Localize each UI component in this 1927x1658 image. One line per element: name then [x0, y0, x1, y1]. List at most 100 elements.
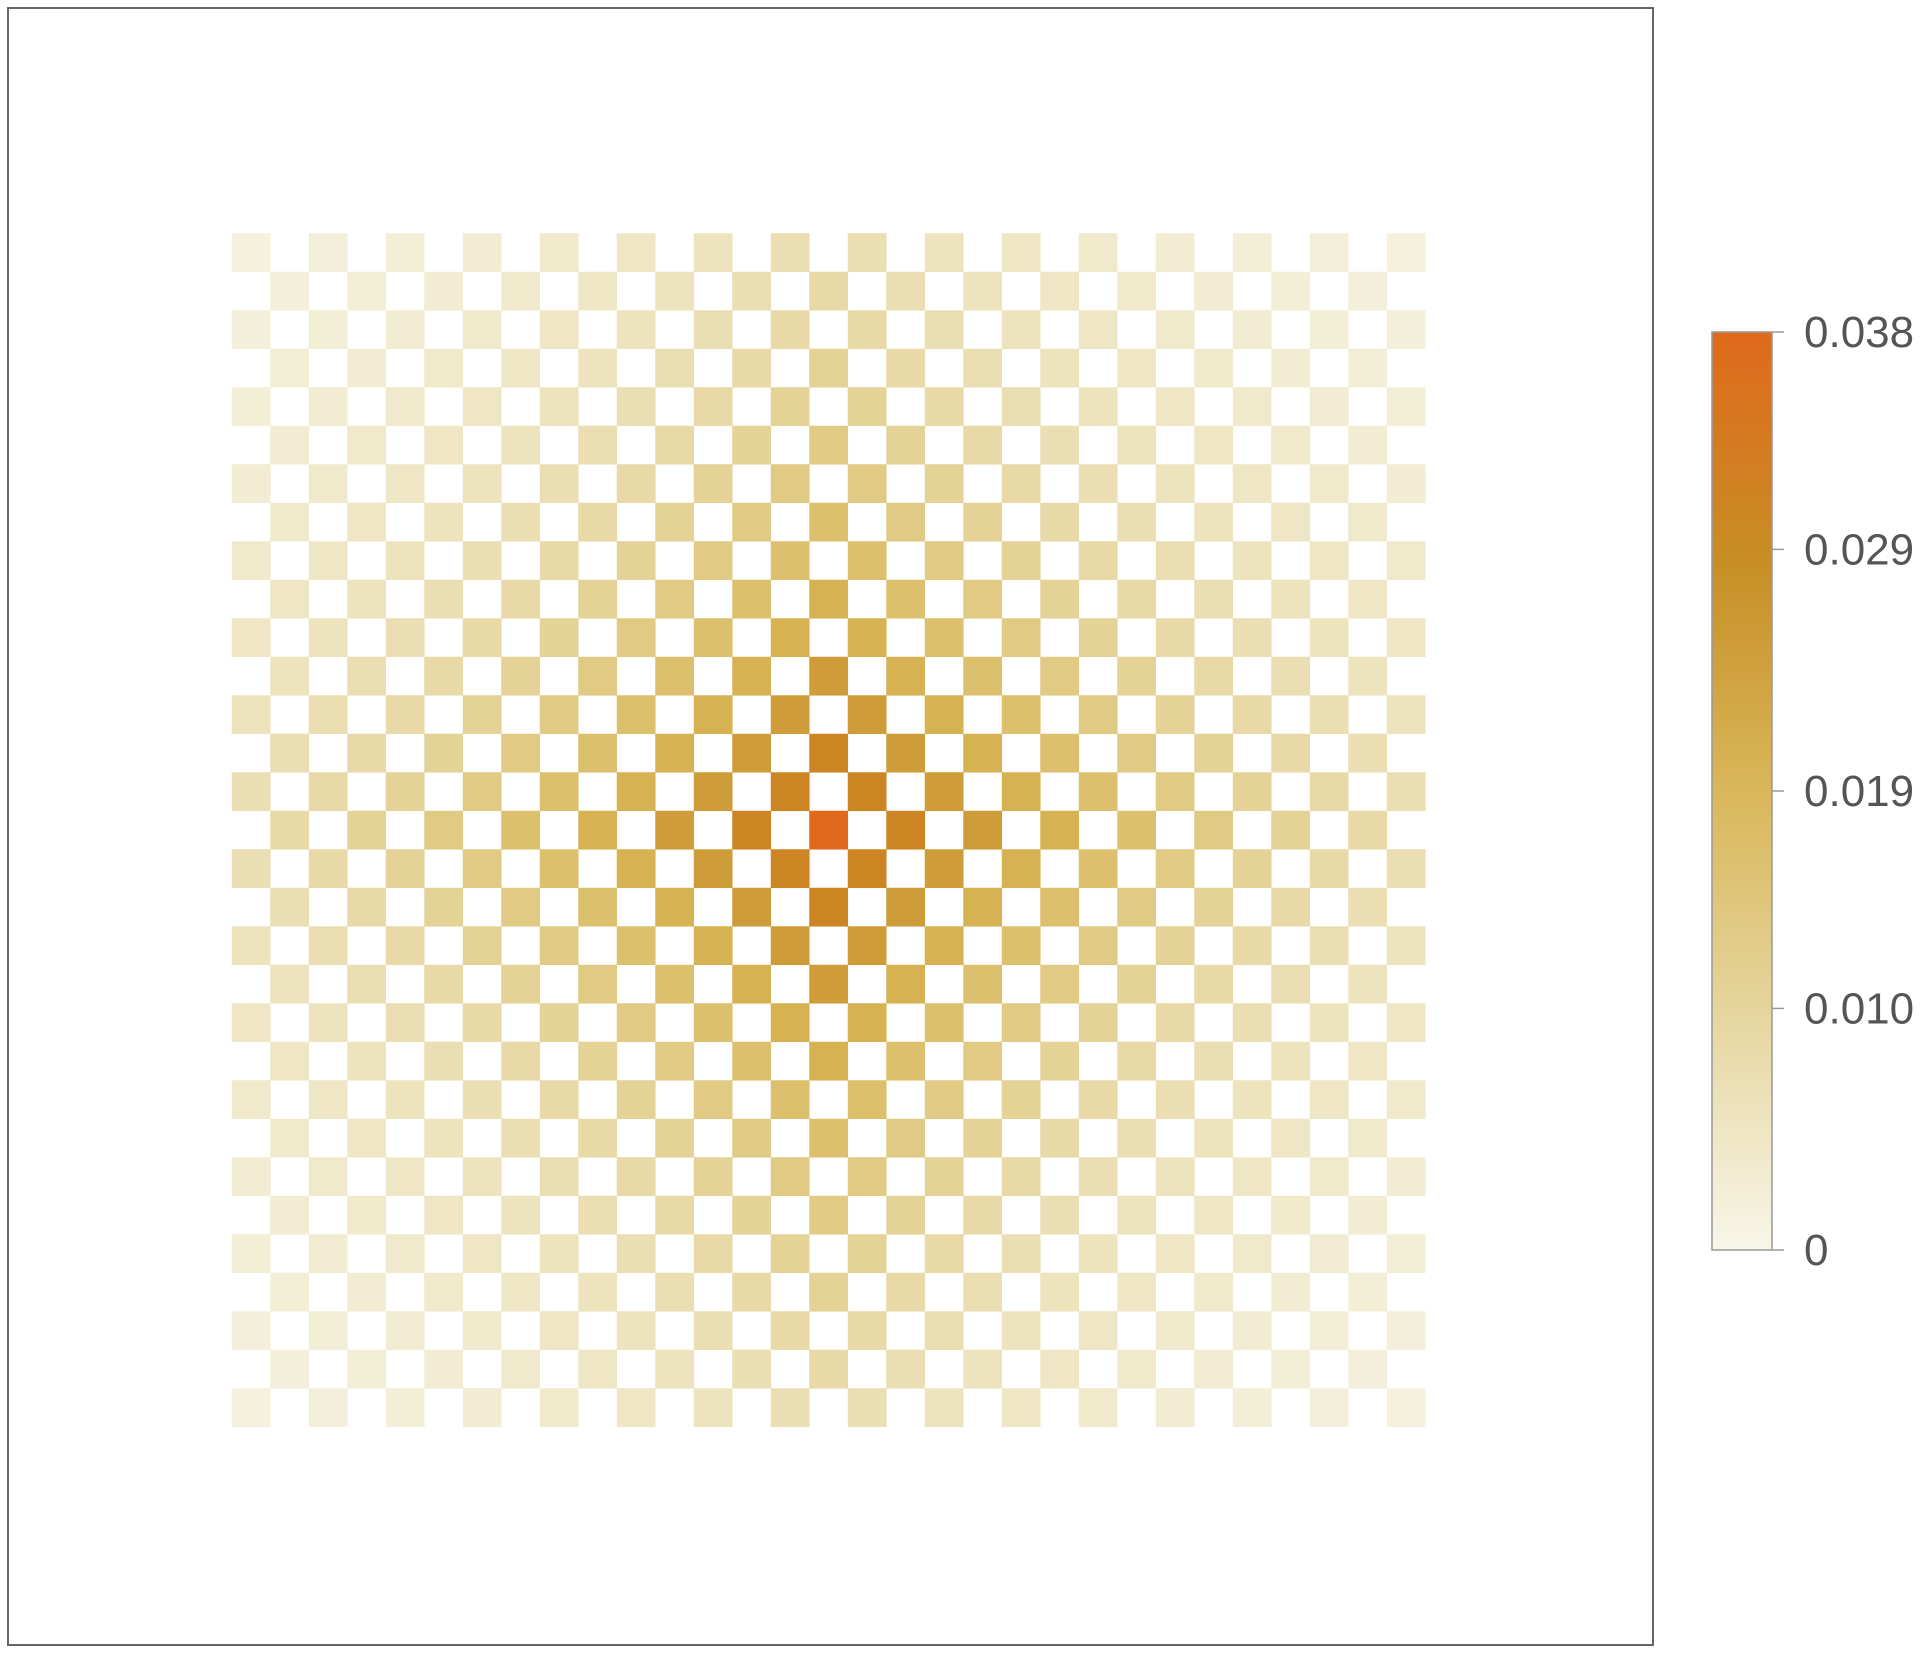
heatmap-cell: [501, 964, 541, 1004]
heatmap-cell: [1309, 926, 1349, 966]
heatmap-cell: [616, 618, 656, 658]
heatmap-cell: [1155, 1234, 1195, 1274]
colorbar-gradient: [1711, 331, 1773, 1251]
heatmap-cell: [231, 310, 271, 350]
heatmap-cell: [347, 656, 387, 696]
heatmap-cell: [732, 1349, 772, 1389]
heatmap-cell: [501, 810, 541, 850]
heatmap-cell: [886, 1349, 926, 1389]
heatmap-cell: [347, 1195, 387, 1235]
heatmap-cell: [809, 733, 849, 773]
heatmap-cell: [462, 849, 502, 889]
heatmap-cell: [385, 541, 425, 581]
heatmap-cell: [1078, 695, 1118, 735]
heatmap-cell: [1271, 1118, 1311, 1158]
heatmap-cell: [1232, 1234, 1272, 1274]
heatmap-cell: [424, 964, 464, 1004]
heatmap-cell: [693, 695, 733, 735]
heatmap-cell: [1001, 233, 1041, 273]
heatmap-cell: [270, 1118, 310, 1158]
heatmap-cell: [501, 271, 541, 311]
heatmap-cell: [1078, 1157, 1118, 1197]
heatmap-cell: [1386, 1234, 1426, 1274]
heatmap-cell: [1386, 464, 1426, 504]
heatmap-cell: [924, 772, 964, 812]
heatmap-cell: [847, 233, 887, 273]
heatmap-cell: [385, 464, 425, 504]
heatmap-cell: [1271, 733, 1311, 773]
heatmap-cell: [1386, 233, 1426, 273]
heatmap-cell: [963, 348, 1003, 388]
heatmap-cell: [1348, 810, 1388, 850]
heatmap-cell: [655, 1118, 695, 1158]
heatmap-cell: [231, 618, 271, 658]
heatmap-cell: [424, 1272, 464, 1312]
heatmap-cell: [1386, 1003, 1426, 1043]
heatmap-cell: [1001, 1157, 1041, 1197]
heatmap-cell: [1386, 926, 1426, 966]
colorbar-tick-label: 0.029: [1804, 525, 1914, 574]
heatmap-cell: [539, 541, 579, 581]
heatmap-cell: [501, 1041, 541, 1081]
colorbar-tick-label: 0.038: [1804, 308, 1914, 357]
heatmap-cell: [847, 464, 887, 504]
heatmap-cell: [1348, 1272, 1388, 1312]
heatmap-cell: [770, 541, 810, 581]
heatmap-cell: [809, 1041, 849, 1081]
heatmap-cell: [1001, 1080, 1041, 1120]
heatmap-cell: [1117, 1195, 1157, 1235]
heatmap-cell: [462, 695, 502, 735]
heatmap-cell: [1386, 772, 1426, 812]
heatmap-cell: [578, 656, 618, 696]
heatmap-cell: [1001, 1311, 1041, 1351]
heatmap-cell: [1232, 541, 1272, 581]
heatmap-cell: [1194, 348, 1234, 388]
heatmap-cell: [963, 579, 1003, 619]
heatmap-cell: [462, 772, 502, 812]
heatmap-cell: [655, 733, 695, 773]
heatmap-cell: [1078, 1003, 1118, 1043]
heatmap-cell: [809, 1195, 849, 1235]
heatmap-cell: [1078, 618, 1118, 658]
heatmap-cell: [347, 1272, 387, 1312]
heatmap-cell: [693, 387, 733, 427]
heatmap-cell: [1348, 271, 1388, 311]
heatmap-cell: [1001, 772, 1041, 812]
heatmap-cell: [693, 541, 733, 581]
heatmap-cell: [924, 541, 964, 581]
heatmap-cell: [1271, 1041, 1311, 1081]
heatmap-cell: [1232, 926, 1272, 966]
heatmap-cell: [1117, 1349, 1157, 1389]
heatmap-cell: [347, 1041, 387, 1081]
heatmap-cell: [1309, 1157, 1349, 1197]
heatmap-cell: [847, 695, 887, 735]
heatmap-cell: [1040, 502, 1080, 542]
heatmap-cell: [308, 1003, 348, 1043]
heatmap-cell: [1271, 1349, 1311, 1389]
heatmap-cell: [1232, 772, 1272, 812]
heatmap-cell: [924, 1388, 964, 1428]
heatmap-cell: [231, 464, 271, 504]
heatmap-cell: [1386, 541, 1426, 581]
heatmap-cell: [924, 464, 964, 504]
heatmap-cell: [847, 618, 887, 658]
heatmap-cell: [1001, 1234, 1041, 1274]
heatmap-cell: [924, 310, 964, 350]
heatmap-cell: [308, 849, 348, 889]
heatmap-cell: [616, 1234, 656, 1274]
heatmap-cell: [539, 1234, 579, 1274]
heatmap-cell: [924, 1003, 964, 1043]
heatmap-cell: [308, 1157, 348, 1197]
heatmap-cell: [1232, 618, 1272, 658]
heatmap-cell: [809, 887, 849, 927]
heatmap-cell: [616, 695, 656, 735]
heatmap-cell: [1155, 310, 1195, 350]
heatmap-cell: [924, 1234, 964, 1274]
heatmap-cell: [501, 733, 541, 773]
heatmap-cell: [655, 502, 695, 542]
heatmap-cell: [578, 1118, 618, 1158]
heatmap-cell: [501, 1272, 541, 1312]
heatmap-cell: [308, 1080, 348, 1120]
heatmap-cell: [886, 271, 926, 311]
heatmap-cell: [732, 887, 772, 927]
